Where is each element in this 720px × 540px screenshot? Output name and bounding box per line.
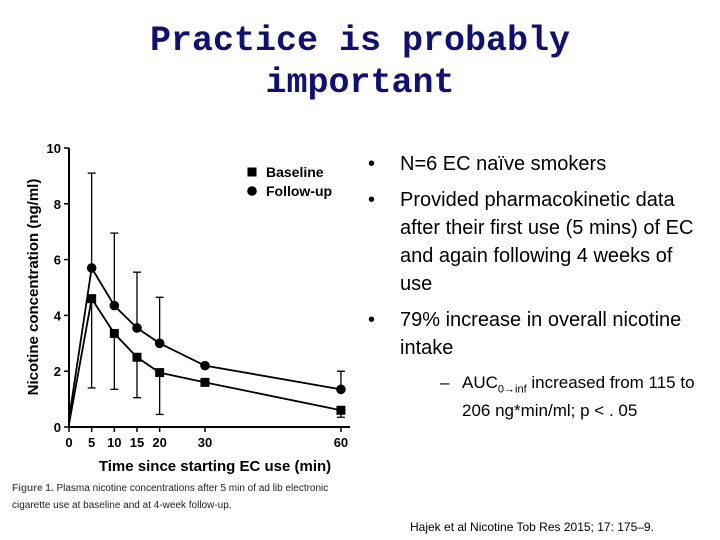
bullet-text: Provided pharmacokinetic data after thei… — [400, 189, 694, 295]
data-point-baseline — [155, 368, 165, 378]
x-tick-label: 0 — [65, 435, 72, 450]
data-point-baseline — [336, 405, 346, 415]
x-tick-label: 5 — [88, 435, 95, 450]
caption-text: Plasma nicotine concentrations after 5 m… — [12, 483, 329, 511]
y-tick-label: 10 — [47, 141, 61, 156]
y-tick-label: 0 — [54, 420, 61, 435]
bullet-item: • Provided pharmacokinetic data after th… — [368, 186, 698, 298]
bullet-item: • N=6 EC naïve smokers — [368, 150, 698, 178]
auc-prefix: AUC — [462, 373, 498, 392]
data-point-follow-up — [109, 300, 120, 311]
data-point-follow-up — [132, 323, 142, 333]
legend-label: Follow-up — [266, 183, 332, 199]
auc-subscript: 0→inf — [497, 383, 527, 396]
auc-text: increased from 115 to 206 ng*min/ml; p <… — [462, 373, 695, 421]
legend-marker-baseline — [247, 167, 257, 177]
y-tick-label: 6 — [54, 253, 61, 268]
data-point-baseline — [200, 377, 210, 387]
y-tick-label: 2 — [54, 364, 61, 379]
citation: Hajek et al Nicotine Tob Res 2015; 17: 1… — [410, 520, 654, 534]
caption-label: Figure 1. — [12, 483, 54, 494]
title-line-1: Practice is probably — [149, 21, 571, 61]
x-tick-label: 10 — [107, 435, 121, 450]
bullet-text: 79% increase in overall nicotine intake — [400, 309, 682, 359]
data-point-follow-up — [200, 360, 210, 371]
x-tick-label: 20 — [152, 435, 166, 450]
y-tick-label: 8 — [54, 197, 61, 212]
data-point-follow-up — [336, 384, 346, 395]
data-point-follow-up — [154, 338, 165, 349]
bullet-item: • 79% increase in overall nicotine intak… — [368, 306, 698, 422]
legend-marker-follow-up — [247, 186, 257, 196]
nicotine-chart: 0 2 4 6 8 10 0 5 10 15 20 30 60 Baseline Follow-up Ni… — [25, 141, 350, 475]
slide-title: Practice is probably important — [0, 20, 720, 104]
bullet-text: N=6 EC naïve smokers — [400, 153, 607, 175]
data-point-follow-up — [86, 263, 97, 273]
title-line-2: important — [265, 63, 455, 103]
sub-bullet: – AUC0→inf increased from 115 to 206 ng*… — [400, 372, 698, 422]
sub-bullet-dash: – — [440, 373, 450, 392]
data-point-baseline — [87, 294, 97, 304]
bullet-list: • N=6 EC naïve smokers • Provided pharma… — [368, 150, 698, 430]
data-point-baseline — [132, 352, 142, 362]
bullet-dot: • — [368, 309, 376, 331]
legend-label: Baseline — [266, 164, 324, 180]
figure-caption: Figure 1. Plasma nicotine concentrations… — [12, 480, 362, 514]
bullet-dot: • — [368, 189, 376, 211]
data-point-baseline — [109, 329, 119, 339]
x-tick-label: 15 — [130, 435, 144, 450]
x-axis-label: Time since starting EC use (min) — [99, 458, 331, 475]
x-tick-label: 60 — [334, 435, 348, 450]
y-axis-label: Nicotine concentration (ng/ml) — [25, 179, 42, 396]
y-tick-label: 4 — [54, 308, 62, 323]
bullet-dot: • — [368, 153, 376, 175]
series-line-follow-up — [68, 265, 342, 419]
x-tick-label: 30 — [198, 435, 212, 450]
